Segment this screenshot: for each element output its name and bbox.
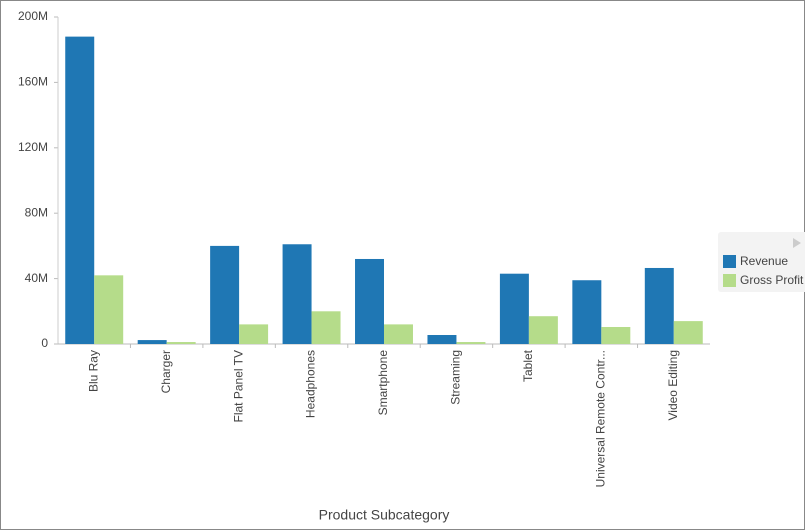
legend-label: Gross Profit xyxy=(740,273,804,287)
x-tick-label: Charger xyxy=(159,350,173,393)
bar xyxy=(94,275,124,344)
legend-swatch xyxy=(723,274,736,287)
x-tick-label: Tablet xyxy=(521,349,535,382)
bar xyxy=(572,280,602,344)
bar xyxy=(456,342,486,344)
legend-arrow xyxy=(793,238,801,248)
legend-box xyxy=(718,232,805,292)
bar xyxy=(644,267,674,344)
legend-swatch xyxy=(723,255,736,268)
y-tick-label: 120M xyxy=(18,140,48,154)
x-axis-title: Product Subcategory xyxy=(319,507,450,523)
x-tick-label: Flat Panel TV xyxy=(231,350,245,422)
bar xyxy=(601,326,631,344)
y-tick-label: 200M xyxy=(18,9,48,23)
x-tick-label: Video Editing xyxy=(666,350,680,421)
y-tick-label: 80M xyxy=(25,205,48,219)
bar xyxy=(65,36,95,345)
bar xyxy=(427,335,457,344)
bar xyxy=(673,321,703,344)
x-tick-label: Streaming xyxy=(449,350,463,405)
bar xyxy=(384,324,413,344)
bar xyxy=(528,316,558,344)
y-tick-label: 40M xyxy=(25,271,48,285)
bar xyxy=(210,245,240,344)
x-tick-label: Universal Remote Contr... xyxy=(594,350,608,487)
x-tick-label: Blu Ray xyxy=(86,350,100,392)
y-tick-label: 160M xyxy=(18,75,48,89)
legend-label: Revenue xyxy=(740,254,788,268)
x-tick-label: Smartphone xyxy=(376,350,390,416)
bar xyxy=(166,342,196,344)
y-tick-label: 0 xyxy=(41,336,48,350)
bar xyxy=(137,340,167,344)
bar xyxy=(311,311,341,344)
bar xyxy=(499,273,529,344)
bar xyxy=(239,324,269,344)
bar xyxy=(282,244,312,344)
x-tick-label: Headphones xyxy=(304,350,318,418)
bar xyxy=(355,258,384,344)
